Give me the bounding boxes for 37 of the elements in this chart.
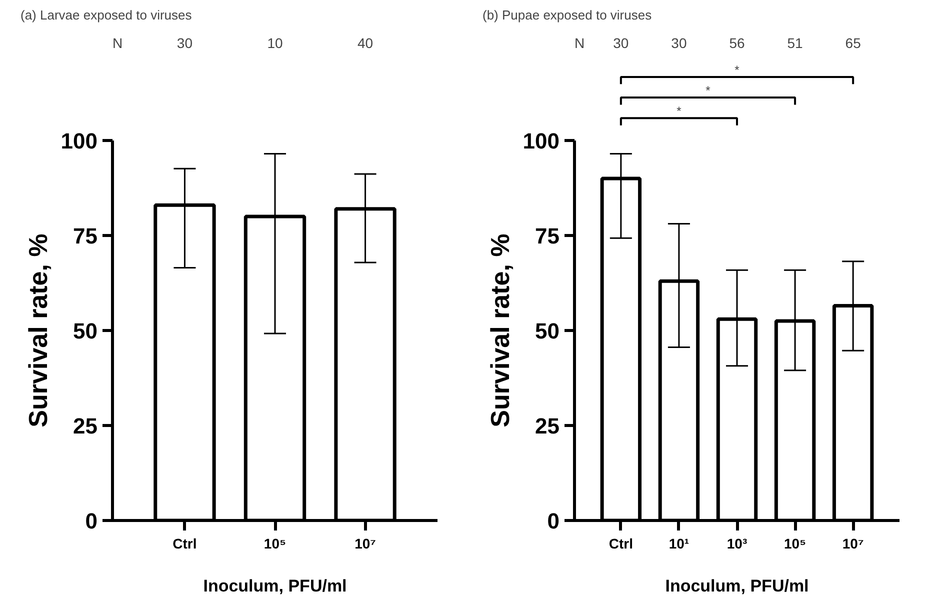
y-axis-title: Survival rate, % xyxy=(484,234,515,428)
x-tick-label: 10⁷ xyxy=(354,536,376,552)
y-tick-label: 0 xyxy=(85,508,98,534)
y-tick-label: 0 xyxy=(547,508,560,534)
y-tick-label: 25 xyxy=(73,414,98,438)
text: 56 xyxy=(729,34,745,51)
text: N xyxy=(574,34,585,51)
text: * xyxy=(706,84,711,98)
x-tick-label: 10⁵ xyxy=(264,536,286,552)
x-axis-title: Inoculum, PFU/ml xyxy=(665,576,809,596)
y-tick-label: 25 xyxy=(535,414,560,438)
x-tick-label: 10¹ xyxy=(668,536,690,552)
text: 30 xyxy=(613,34,629,51)
y-tick-label: 50 xyxy=(73,318,98,344)
y-tick-label: 100 xyxy=(60,128,98,154)
text: 10 xyxy=(267,34,283,51)
x-axis-title: Inoculum, PFU/ml xyxy=(203,576,347,596)
chart-title: (b) Pupae exposed to viruses xyxy=(482,8,652,22)
y-tick-label: 50 xyxy=(535,318,560,344)
x-tick-label: Ctrl xyxy=(172,536,197,552)
y-axis-title: Survival rate, % xyxy=(22,234,53,428)
y-tick-label: 100 xyxy=(522,128,560,154)
y-tick-label: 75 xyxy=(535,224,560,248)
chart-title: (a) Larvae exposed to viruses xyxy=(20,8,192,22)
text: 40 xyxy=(357,34,374,51)
text: * xyxy=(676,104,682,118)
y-tick-label: 75 xyxy=(73,224,98,248)
x-tick-label: 10⁷ xyxy=(842,536,864,552)
x-tick-label: Ctrl xyxy=(608,536,633,552)
text: 30 xyxy=(176,34,193,51)
x-tick-label: 10⁵ xyxy=(784,536,806,552)
text: * xyxy=(734,62,740,77)
text: N xyxy=(112,34,123,51)
text: 30 xyxy=(671,34,687,51)
text: 51 xyxy=(787,34,804,51)
x-tick-label: 10³ xyxy=(726,536,748,552)
text: 65 xyxy=(845,34,862,51)
